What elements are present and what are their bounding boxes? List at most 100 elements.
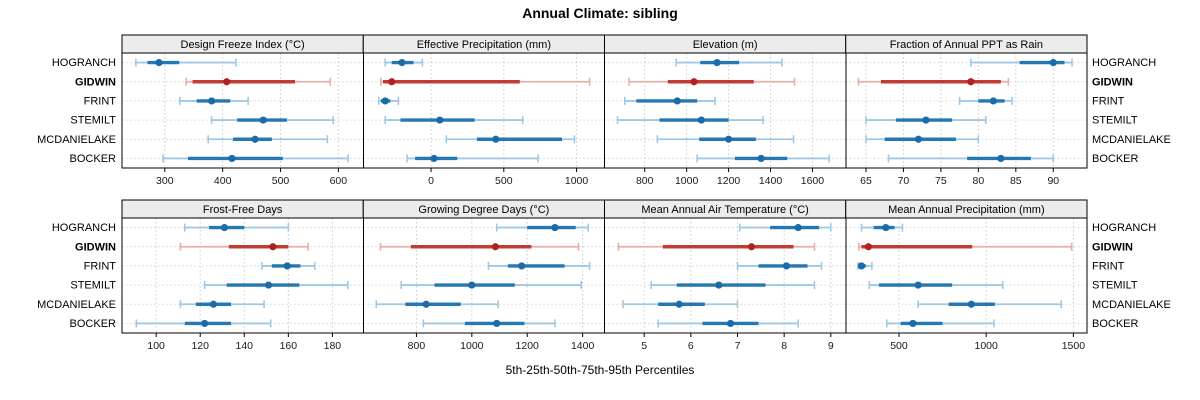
median-dot <box>155 58 163 67</box>
median-dot <box>422 300 430 308</box>
median-dot <box>747 243 756 251</box>
series-bocker <box>135 319 272 328</box>
series-bocker <box>162 154 350 163</box>
series-stemilt <box>616 116 764 125</box>
median-dot <box>697 116 705 124</box>
series-gidwin <box>379 242 580 251</box>
panel-mean-annual-air-temperature-c: Mean Annual Air Temperature (°C) 5 6 7 8 9 <box>604 199 847 352</box>
panel-background <box>363 218 605 333</box>
site-label-left-bocker: BOCKER <box>70 153 117 165</box>
site-label-right-bocker: BOCKER <box>1092 318 1139 330</box>
series-mcdanielake <box>207 135 329 144</box>
axis-tick-label: 180 <box>324 340 342 352</box>
panel-growing-degree-days-c: Growing Degree Days (°C) 800 1000 1200 1400 <box>362 199 605 352</box>
series-bocker <box>406 154 539 163</box>
series-hogranch <box>739 223 832 232</box>
site-label-left-hogranch: HOGRANCH <box>52 57 116 69</box>
site-label-right-hogranch: HOGRANCH <box>1092 222 1156 234</box>
series-bocker <box>885 319 995 328</box>
axis-tick-label: 80 <box>973 175 985 187</box>
axis-tick-label: 300 <box>156 175 174 187</box>
axis-tick-label: 1000 <box>460 340 484 352</box>
series-hogranch <box>970 58 1073 67</box>
series-hogranch <box>183 223 290 232</box>
median-dot <box>388 78 396 86</box>
strip-title: Fraction of Annual PPT as Rain <box>890 39 1043 51</box>
strip-title: Elevation (m) <box>693 39 758 51</box>
axis-tick-label: 90 <box>1047 175 1059 187</box>
series-mcdanielake <box>917 300 1062 309</box>
axis-tick-label: 500 <box>495 175 513 187</box>
axis-tick-label: 65 <box>860 175 872 187</box>
median-dot <box>208 97 216 105</box>
median-dot <box>269 243 277 251</box>
series-frint <box>179 96 249 105</box>
axis-tick-label: 1200 <box>717 175 741 187</box>
site-label-right-frint: FRINT <box>1092 260 1125 272</box>
median-dot <box>551 223 559 232</box>
series-bocker <box>696 154 830 163</box>
median-dot <box>724 135 733 143</box>
median-dot <box>493 319 501 328</box>
axis-tick-label: 1400 <box>759 175 783 187</box>
series-bocker <box>887 154 1055 163</box>
axis-tick-label: 70 <box>898 175 910 187</box>
axis-tick-label: 1600 <box>801 175 825 187</box>
median-dot <box>726 319 735 328</box>
median-dot <box>997 154 1005 163</box>
axis-tick-label: 1000 <box>565 175 589 187</box>
axis-tick-label: 160 <box>280 340 298 352</box>
series-stemilt <box>650 281 816 290</box>
axis-tick-label: 85 <box>1010 175 1022 187</box>
series-hogranch <box>135 58 237 67</box>
site-label-left-bocker: BOCKER <box>70 318 117 330</box>
site-label-left-gidwin: GIDWIN <box>75 241 116 253</box>
median-dot <box>713 58 721 67</box>
panel-background <box>845 53 1087 168</box>
x-axis-caption: 5th-25th-50th-75th-95th Percentiles <box>505 363 695 377</box>
series-hogranch <box>675 58 783 67</box>
series-gidwin <box>857 77 1010 86</box>
series-stemilt <box>384 116 524 125</box>
site-label-right-gidwin: GIDWIN <box>1092 241 1133 253</box>
site-label-right-mcdanielake: MCDANIELAKE <box>1092 299 1171 311</box>
series-bocker <box>422 319 556 328</box>
series-frint <box>487 261 591 270</box>
series-gidwin <box>179 242 309 251</box>
panel-elevation-m: Elevation (m) 800 1000 1200 1400 1600 <box>604 34 847 187</box>
panel-background <box>122 53 364 168</box>
median-dot <box>491 243 499 251</box>
site-label-right-mcdanielake: MCDANIELAKE <box>1092 134 1171 146</box>
strip-title: Mean Annual Precipitation (mm) <box>888 204 1045 216</box>
axis-tick-label: 1000 <box>675 175 699 187</box>
series-stemilt <box>210 116 334 125</box>
median-dot <box>914 281 922 289</box>
series-stemilt <box>865 116 987 125</box>
series-mcdanielake <box>179 300 265 309</box>
panel-frost-free-days: Frost-Free Days 100 120 140 160 180 <box>121 199 364 352</box>
panel-border <box>845 52 1088 169</box>
series-mcdanielake <box>656 135 795 144</box>
axis-tick-label: 1400 <box>571 340 595 352</box>
median-dot <box>864 243 873 251</box>
panel-background <box>845 218 1087 333</box>
median-dot <box>220 223 229 232</box>
median-dot <box>967 300 975 308</box>
axis-tick-label: 0 <box>428 175 434 187</box>
series-frint <box>624 96 716 105</box>
series-frint <box>857 261 873 270</box>
axis-tick-label: 6 <box>688 340 694 352</box>
median-dot <box>430 154 438 163</box>
site-label-left-stemilt: STEMILT <box>70 115 116 127</box>
axis-tick-label: 100 <box>147 340 165 352</box>
median-dot <box>492 135 500 143</box>
strip-title: Design Freeze Index (°C) <box>181 39 305 51</box>
median-dot <box>857 262 866 270</box>
series-frint <box>261 261 316 270</box>
axis-tick-label: 7 <box>735 340 741 352</box>
axis-tick-label: 1500 <box>1062 340 1086 352</box>
axis-tick-label: 120 <box>191 340 209 352</box>
median-dot <box>398 58 406 67</box>
series-gidwin <box>380 77 591 86</box>
